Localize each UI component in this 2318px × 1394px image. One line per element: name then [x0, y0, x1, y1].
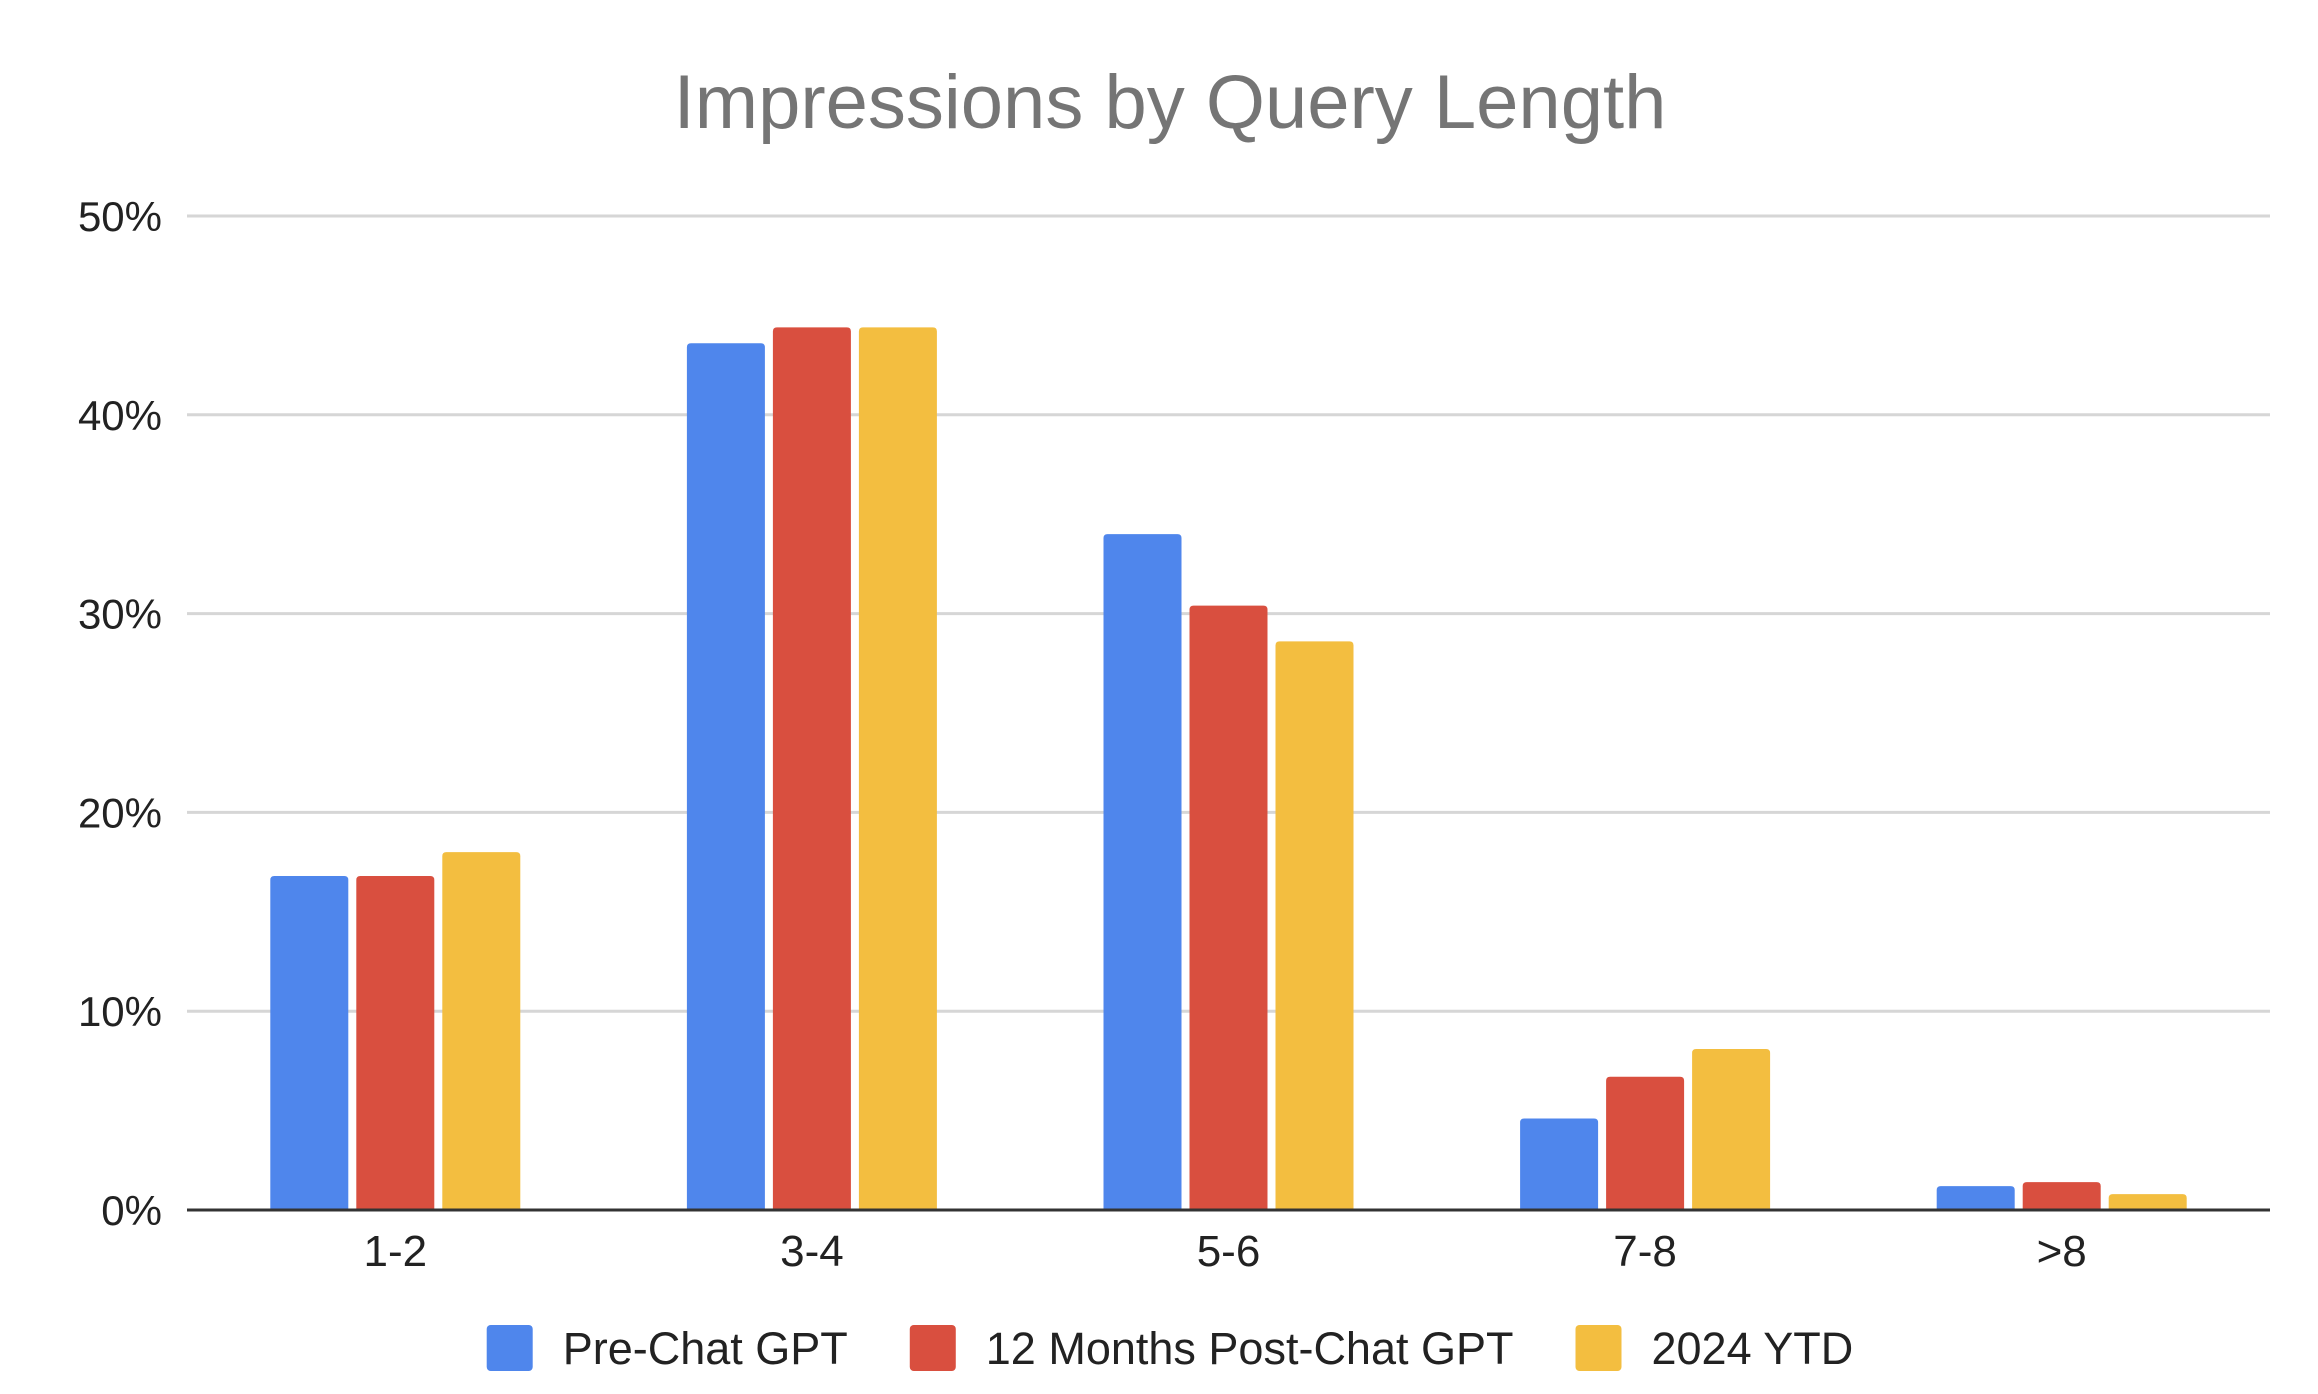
bar — [1103, 534, 1182, 1210]
legend-label: 12 Months Post-Chat GPT — [986, 1323, 1514, 1374]
bar — [270, 876, 349, 1210]
legend-item: 2024 YTD — [1575, 1323, 1854, 1374]
bar — [1275, 641, 1354, 1210]
y-tick-label: 40% — [78, 392, 162, 439]
bar — [442, 852, 521, 1210]
y-axis-ticks: 0% 10% 20% 30% 40% 50% — [78, 193, 162, 1234]
bar — [1520, 1118, 1599, 1210]
x-tick-label: 5-6 — [1197, 1227, 1261, 1276]
legend-item: 12 Months Post-Chat GPT — [909, 1323, 1514, 1374]
x-tick-label: 7-8 — [1613, 1227, 1677, 1276]
x-axis-ticks: 1-2 3-4 5-6 7-8 >8 — [364, 1227, 2087, 1276]
bar — [1606, 1076, 1685, 1210]
legend-label: Pre-Chat GPT — [563, 1323, 848, 1374]
legend-label: 2024 YTD — [1652, 1323, 1854, 1374]
bars — [270, 327, 2187, 1210]
y-tick-label: 30% — [78, 591, 162, 638]
bar — [2022, 1182, 2101, 1210]
legend-swatch — [1575, 1325, 1622, 1371]
y-tick-label: 20% — [78, 789, 162, 836]
bar — [772, 327, 851, 1210]
legend: Pre-Chat GPT 12 Months Post-Chat GPT 2024 … — [486, 1323, 1854, 1374]
bar — [686, 343, 765, 1210]
bar — [356, 876, 435, 1210]
chart-title: Impressions by Query Length — [674, 60, 1667, 145]
legend-item: Pre-Chat GPT — [486, 1323, 848, 1374]
x-tick-label: 1-2 — [364, 1227, 428, 1276]
x-tick-label: >8 — [2037, 1227, 2087, 1276]
bar — [858, 327, 937, 1210]
legend-swatch — [909, 1325, 956, 1371]
bar — [1692, 1048, 1771, 1210]
y-tick-label: 0% — [101, 1187, 162, 1234]
bar — [1936, 1186, 2015, 1210]
y-tick-label: 10% — [78, 988, 162, 1035]
bar — [2108, 1194, 2187, 1210]
y-tick-label: 50% — [78, 193, 162, 240]
x-tick-label: 3-4 — [780, 1227, 844, 1276]
legend-swatch — [486, 1325, 533, 1371]
bar — [1189, 605, 1268, 1210]
